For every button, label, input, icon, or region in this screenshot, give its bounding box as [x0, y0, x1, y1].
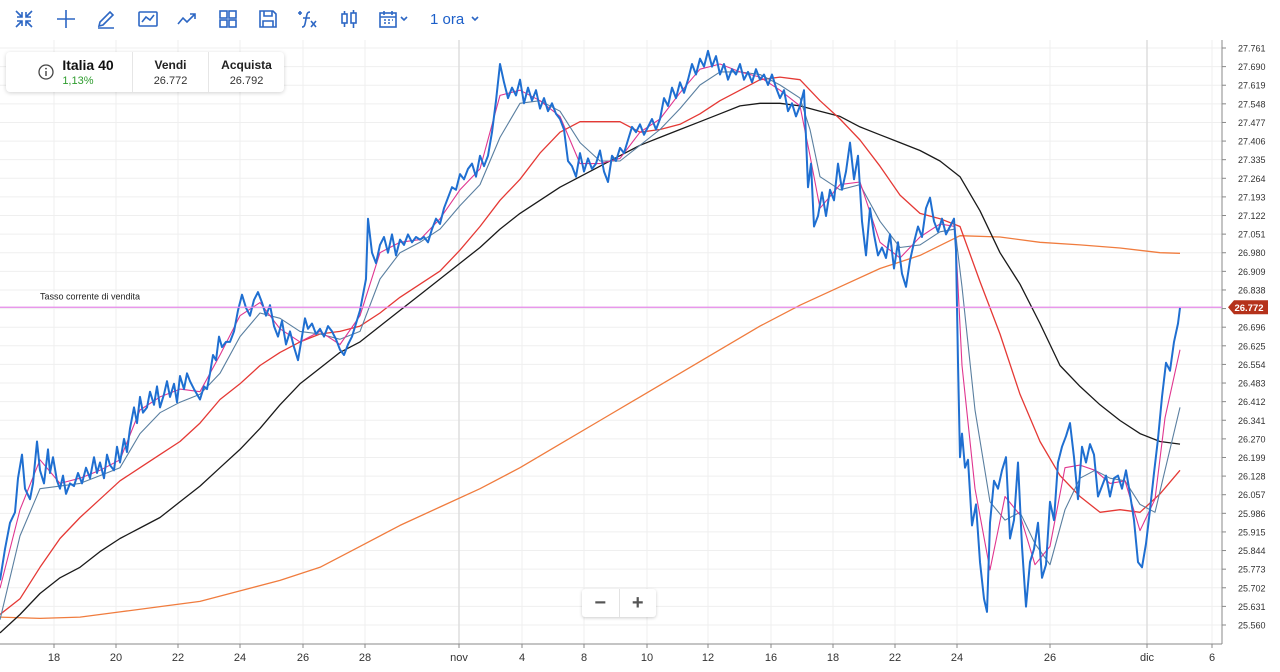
y-tick-label: 26.057: [1238, 490, 1266, 500]
zoom-in-button[interactable]: +: [631, 591, 644, 614]
x-tick-label: 4: [519, 652, 525, 664]
y-tick-label: 26.483: [1238, 379, 1266, 389]
y-tick-label: 26.270: [1238, 434, 1266, 444]
y-tick-label: 27.619: [1238, 81, 1266, 91]
y-tick-label: 25.915: [1238, 527, 1266, 537]
series-line-ma-orange: [0, 235, 1181, 620]
y-tick-label: 26.341: [1238, 416, 1266, 426]
calendar-dropdown[interactable]: [374, 6, 412, 32]
y-tick-label: 26.909: [1238, 267, 1266, 277]
series-line-ma-black: [0, 102, 1181, 634]
y-tick-label: 25.702: [1238, 583, 1266, 593]
x-tick-label: 8: [581, 652, 587, 664]
y-tick-label: 26.554: [1238, 360, 1266, 370]
current-price-badge-label: 26.772: [1234, 303, 1263, 314]
calendar-icon: [379, 11, 397, 28]
x-tick-label: 6: [1209, 652, 1215, 664]
y-tick-label: 26.412: [1238, 397, 1266, 407]
current-price-line-label: Tasso corrente di vendita: [40, 291, 140, 301]
buy-label: Acquista: [221, 57, 272, 72]
x-tick-label: 24: [234, 652, 246, 664]
x-tick-label: 12: [702, 652, 714, 664]
chevron-down-icon: [400, 16, 408, 22]
instrument-name: Italia 40: [62, 57, 114, 73]
buy-price: 26.792: [229, 74, 264, 87]
x-tick-label: 18: [827, 652, 839, 664]
crosshair-icon[interactable]: [52, 6, 80, 32]
buy-button[interactable]: Acquista 26.792: [209, 52, 284, 92]
y-tick-label: 26.128: [1238, 472, 1266, 482]
save-icon[interactable]: [254, 6, 282, 32]
series-line-price: [0, 49, 1181, 613]
x-tick-label: dic: [1140, 652, 1155, 664]
timeframe-label: 1 ora: [430, 10, 465, 28]
indicators-icon[interactable]: [173, 6, 201, 32]
y-tick-label: 26.838: [1238, 285, 1266, 295]
y-tick-label: 25.631: [1238, 602, 1266, 612]
x-tick-label: 20: [110, 652, 122, 664]
y-tick-label: 26.625: [1238, 341, 1266, 351]
x-tick-label: 26: [1044, 652, 1056, 664]
y-tick-label: 25.844: [1238, 546, 1266, 556]
series-line-ma-red: [0, 76, 1181, 616]
x-tick-label: 22: [172, 652, 184, 664]
y-tick-label: 26.980: [1238, 248, 1266, 258]
x-tick-label: 26: [297, 652, 309, 664]
y-tick-label: 27.406: [1238, 137, 1266, 147]
candlestick-icon[interactable]: [335, 6, 363, 32]
x-tick-label: 28: [359, 652, 371, 664]
compress-icon[interactable]: [10, 6, 38, 32]
x-tick-label: 10: [641, 652, 653, 664]
y-tick-label: 25.986: [1238, 509, 1266, 519]
layout-grid-icon[interactable]: [214, 6, 242, 32]
chart-canvas[interactable]: 27.761 27.690 27.619 27.548 27.477 27.406 27.3…: [0, 40, 1280, 672]
y-tick-label: 27.690: [1238, 62, 1266, 72]
series-line-fast-ma: [0, 63, 1181, 589]
y-tick-label: 27.051: [1238, 230, 1266, 240]
x-tick-label: 24: [951, 652, 963, 664]
instrument-change: 1,13%: [62, 75, 94, 87]
zoom-controls: − +: [582, 589, 656, 617]
function-icon[interactable]: [294, 6, 322, 32]
y-tick-label: 27.335: [1238, 155, 1266, 165]
zoom-out-button[interactable]: −: [582, 589, 620, 617]
timeframe-selector[interactable]: 1 ora: [430, 8, 480, 30]
x-tick-label: 18: [48, 652, 60, 664]
x-tick-label: nov: [450, 652, 468, 664]
y-tick-label: 27.477: [1238, 118, 1266, 128]
y-tick-label: 27.193: [1238, 192, 1266, 202]
y-tick-label: 26.696: [1238, 323, 1266, 333]
y-tick-label: 27.264: [1238, 174, 1266, 184]
instrument-cell[interactable]: Italia 40 1,13%: [6, 52, 134, 92]
current-price-badge: [1228, 300, 1268, 315]
series-line-slow-ma: [0, 71, 1181, 620]
y-tick-label: 27.122: [1238, 211, 1266, 221]
info-icon[interactable]: [38, 64, 54, 80]
instrument-card: Italia 40 1,13% Vendi 26.772 Acquista 26…: [6, 52, 284, 92]
y-tick-label: 27.761: [1238, 44, 1266, 54]
pencil-icon[interactable]: [92, 6, 120, 32]
price-chart[interactable]: 27.761 27.690 27.619 27.548 27.477 27.406 27.3…: [0, 40, 1280, 672]
x-tick-label: 16: [765, 652, 777, 664]
y-tick-label: 25.773: [1238, 565, 1266, 575]
sell-label: Vendi: [154, 57, 187, 72]
line-type-icon[interactable]: [134, 6, 162, 32]
x-tick-label: 22: [889, 652, 901, 664]
y-tick-label: 26.199: [1238, 453, 1266, 463]
chevron-down-icon: [471, 16, 479, 22]
y-tick-label: 25.560: [1238, 621, 1266, 631]
y-tick-label: 27.548: [1238, 99, 1266, 109]
sell-price: 26.772: [153, 74, 188, 87]
sell-button[interactable]: Vendi 26.772: [133, 52, 210, 92]
chart-toolbar: 1 ora: [0, 0, 1280, 40]
